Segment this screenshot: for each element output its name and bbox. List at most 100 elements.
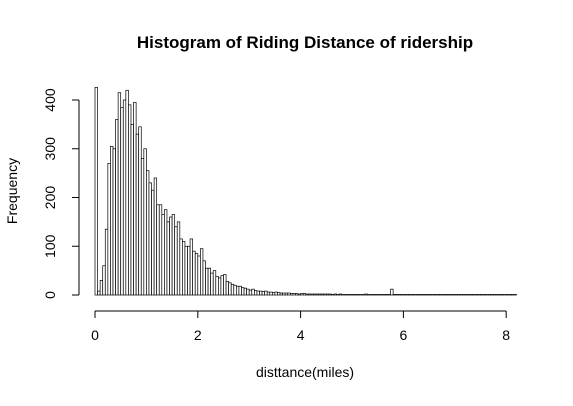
histogram-bar <box>108 163 111 295</box>
histogram-bar <box>224 275 227 295</box>
histogram-bar <box>121 107 124 295</box>
histogram-bar <box>231 284 234 295</box>
histogram-bar <box>113 149 116 295</box>
histogram-bar <box>211 273 214 295</box>
histogram-bar <box>280 293 283 295</box>
histogram-bar <box>303 294 306 295</box>
histogram-bar <box>144 149 147 295</box>
histogram-bar <box>265 291 268 295</box>
x-tick-label: 2 <box>194 327 202 343</box>
histogram-bar <box>190 239 193 295</box>
histogram-bar <box>316 294 319 295</box>
x-tick-label: 4 <box>297 327 305 343</box>
histogram-bar <box>241 288 244 295</box>
histogram-bar <box>277 293 280 295</box>
y-tick-label: 100 <box>42 234 58 258</box>
histogram-bar <box>175 227 178 295</box>
histogram-bar <box>200 249 203 295</box>
histogram-bar <box>234 285 237 295</box>
y-axis-title: Frequency <box>4 158 20 224</box>
chart-title: Histogram of Riding Distance of ridershi… <box>137 33 473 52</box>
histogram-bar <box>270 292 273 295</box>
histogram-bar <box>188 246 191 295</box>
histogram-bar <box>198 256 201 295</box>
histogram-bar <box>126 90 129 295</box>
histogram-bar <box>134 102 137 295</box>
histogram-bar <box>339 294 342 295</box>
histogram-bar <box>319 294 322 295</box>
histogram-bar <box>116 120 119 296</box>
histogram-bar <box>213 271 216 295</box>
histogram-bar <box>208 268 211 295</box>
histogram-bar <box>218 278 221 295</box>
histogram-bar <box>100 280 103 295</box>
histogram-bar <box>216 276 219 295</box>
histogram-bar <box>247 289 250 295</box>
histogram-bar <box>203 261 206 295</box>
y-tick-label: 200 <box>42 186 58 210</box>
histogram-bar <box>285 293 288 295</box>
histogram-bar <box>177 222 180 295</box>
histogram-bar <box>170 217 173 295</box>
histogram-bar <box>365 294 368 295</box>
histogram-bar <box>157 205 160 295</box>
histogram-bar <box>103 266 106 295</box>
histogram-bar <box>159 205 162 295</box>
histogram-bar <box>131 124 134 295</box>
histogram-bar <box>236 286 239 295</box>
y-tick-label: 300 <box>42 137 58 161</box>
histogram-bar <box>254 291 257 295</box>
x-tick-label: 8 <box>502 327 510 343</box>
histogram-bar <box>290 294 293 295</box>
histogram-bar <box>206 268 209 295</box>
histogram-bar <box>221 276 224 296</box>
histogram-bar <box>249 290 252 295</box>
histogram-bars <box>95 87 516 295</box>
histogram-bar <box>301 294 304 295</box>
histogram-bar <box>293 294 296 295</box>
histogram-bar <box>275 292 278 295</box>
histogram-bar <box>98 291 101 295</box>
histogram-bar <box>311 294 314 295</box>
histogram-bar <box>326 294 329 295</box>
histogram-bar <box>229 283 232 295</box>
histogram-bar <box>139 127 142 295</box>
histogram-bar <box>391 289 394 295</box>
histogram-bar <box>259 291 262 295</box>
histogram-bar <box>262 292 265 295</box>
histogram-bar <box>95 87 98 295</box>
histogram-bar <box>257 291 260 295</box>
histogram-bar <box>141 159 144 296</box>
histogram-bar <box>164 210 167 295</box>
histogram-bar <box>154 178 157 295</box>
x-tick-label: 0 <box>91 327 99 343</box>
histogram-bar <box>308 294 311 295</box>
histogram-bar <box>324 294 327 295</box>
x-tick-label: 6 <box>400 327 408 343</box>
histogram-bar <box>252 289 255 295</box>
histogram-bar <box>172 215 175 295</box>
histogram-bar <box>283 293 286 295</box>
histogram-bar <box>334 294 337 295</box>
histogram-bar <box>244 288 247 295</box>
histogram-bar <box>185 246 188 295</box>
histogram-bar <box>226 281 229 295</box>
histogram-bar <box>146 171 149 295</box>
histogram-bar <box>272 293 275 295</box>
histogram-bar <box>123 100 126 295</box>
histogram-bar <box>239 286 242 295</box>
histogram-bar <box>136 134 139 295</box>
histogram-bar <box>321 294 324 295</box>
histogram-bar <box>313 294 316 295</box>
x-axis: 0 2 4 6 8 <box>91 311 510 343</box>
histogram-bar <box>267 292 270 295</box>
histogram-bar <box>105 229 108 295</box>
histogram-bar <box>298 294 301 295</box>
histogram-bar <box>182 241 185 295</box>
histogram-bar <box>195 254 198 295</box>
histogram-bar <box>295 294 298 295</box>
histogram-bar <box>180 239 183 295</box>
